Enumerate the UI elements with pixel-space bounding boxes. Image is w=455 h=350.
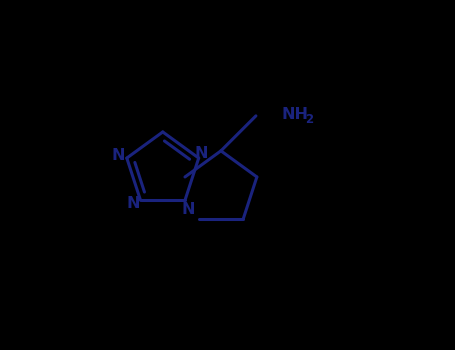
- Text: N: N: [182, 202, 195, 217]
- Text: 2: 2: [305, 113, 313, 126]
- Text: N: N: [111, 148, 125, 163]
- Text: N: N: [195, 146, 208, 161]
- Text: N: N: [126, 196, 140, 211]
- Text: NH: NH: [282, 107, 309, 121]
